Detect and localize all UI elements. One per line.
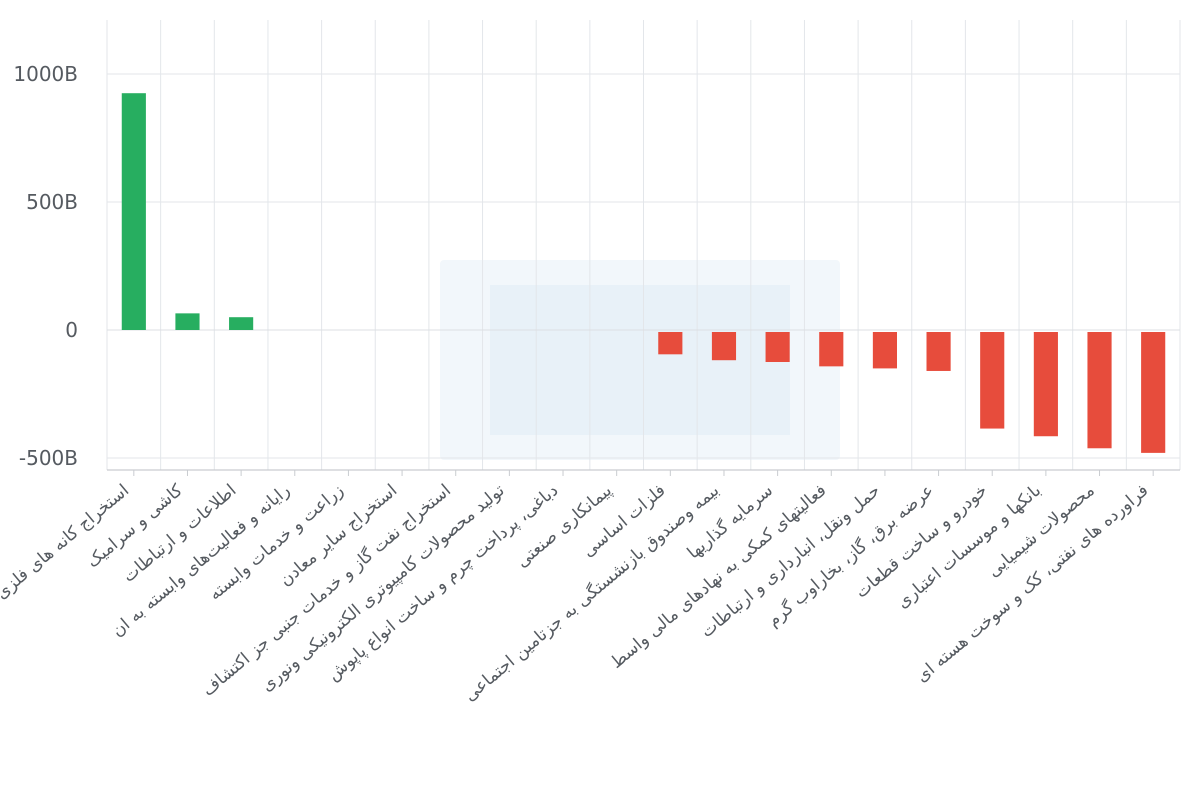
y-tick-label: 1000B bbox=[13, 62, 78, 86]
bar[interactable] bbox=[1141, 332, 1166, 453]
y-axis-labels: -500B 0 500B 1000B bbox=[13, 62, 78, 470]
bar[interactable] bbox=[121, 93, 146, 330]
bar[interactable] bbox=[1087, 332, 1112, 449]
watermark bbox=[440, 260, 840, 460]
bar[interactable] bbox=[980, 332, 1005, 429]
bar[interactable] bbox=[229, 317, 254, 330]
bar[interactable] bbox=[872, 332, 897, 369]
axes bbox=[107, 469, 1180, 476]
bar[interactable] bbox=[175, 313, 200, 330]
bar[interactable] bbox=[658, 332, 683, 355]
bar[interactable] bbox=[1033, 332, 1058, 437]
grid bbox=[106, 20, 1181, 470]
bars bbox=[121, 93, 1166, 453]
bar[interactable] bbox=[819, 332, 844, 367]
bar[interactable] bbox=[926, 332, 951, 371]
y-tick-label: 0 bbox=[65, 318, 78, 342]
y-tick-label: -500B bbox=[19, 446, 78, 470]
bar[interactable] bbox=[765, 332, 790, 362]
x-tick-label: پیمانکاری صنعتی bbox=[513, 480, 617, 571]
y-tick-label: 500B bbox=[26, 190, 78, 214]
bar[interactable] bbox=[711, 332, 737, 361]
